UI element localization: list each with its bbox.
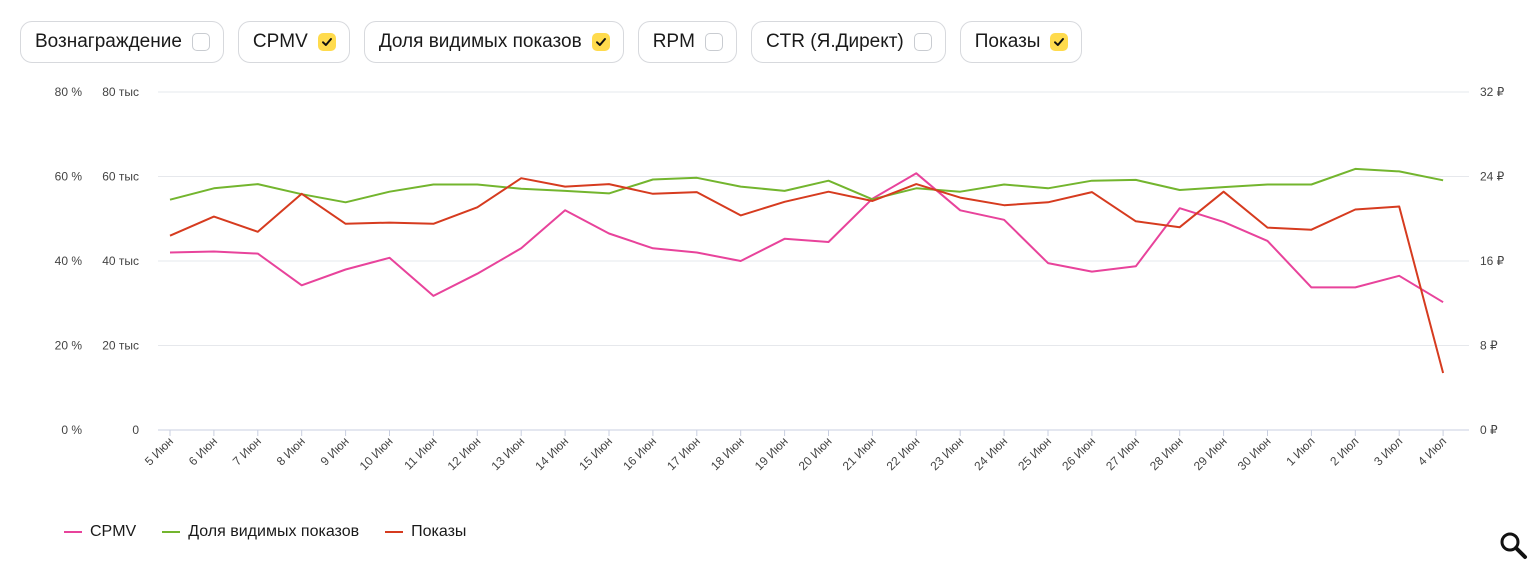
y-axis-ticks: 0 % 0 0 ₽ 20 % 20 тыс 8 ₽ 40 % 40 тыс 16 ₽ 60 % 60…	[55, 85, 1505, 437]
metric-toggle[interactable]: Показы	[959, 21, 1083, 63]
y-tick-label: 0 %	[61, 423, 82, 437]
x-tick-label: 9 Июн	[318, 434, 352, 468]
legend-item[interactable]: Доля видимых показов	[162, 523, 359, 541]
metric-toggle-label: CPMV	[252, 31, 308, 52]
legend-label: Доля видимых показов	[188, 523, 360, 540]
legend-swatch	[162, 531, 181, 533]
x-tick-label: 15 Июн	[576, 434, 615, 473]
x-tick-label: 22 Июн	[884, 434, 923, 473]
y-tick-label: 16 ₽	[1480, 254, 1505, 268]
x-tick-label: 5 Июн	[142, 434, 176, 468]
metric-toggle-label: RPM	[652, 31, 695, 52]
legend-label: CPMV	[90, 523, 137, 540]
y-tick-label: 0	[132, 423, 139, 437]
x-tick-label: 8 Июн	[274, 434, 308, 468]
metric-toggle-bar: Вознаграждение CPMV Доля видимых показов RP…	[20, 21, 1083, 63]
x-tick-label: 16 Июн	[620, 434, 659, 473]
legend-item[interactable]: CPMV	[64, 523, 136, 541]
checkbox-unchecked[interactable]	[191, 33, 210, 51]
series-line	[169, 177, 1445, 374]
y-tick-label: 24 ₽	[1480, 170, 1505, 184]
x-tick-label: 6 Июн	[186, 434, 220, 468]
x-tick-label: 21 Июн	[840, 434, 879, 473]
x-tick-label: 19 Июн	[752, 434, 791, 473]
checkbox-unchecked[interactable]	[913, 33, 932, 51]
y-tick-label: 8 ₽	[1480, 339, 1498, 353]
x-tick-label: 26 Июн	[1059, 434, 1098, 473]
checkmark-icon	[321, 38, 332, 46]
y-tick-label: 60 %	[55, 170, 83, 184]
metric-toggle-label: Вознаграждение	[35, 31, 182, 52]
legend-item[interactable]: Показы	[385, 523, 466, 541]
x-tick-label: 24 Июн	[971, 434, 1010, 473]
metric-toggle-label: Доля видимых показов	[378, 31, 582, 52]
metric-toggle[interactable]: CPMV	[237, 21, 350, 63]
checkmark-icon	[1054, 38, 1065, 46]
x-tick-label: 3 Июл	[1371, 434, 1405, 468]
legend-swatch	[385, 531, 404, 533]
magnifier-icon[interactable]	[1498, 530, 1528, 560]
metric-toggle[interactable]: Вознаграждение	[20, 21, 224, 63]
checkbox-unchecked[interactable]	[704, 33, 723, 51]
x-tick-label: 10 Июн	[357, 434, 396, 473]
chart-legend: CPMV Доля видимых показов Показы	[64, 523, 466, 541]
y-tick-label: 20 %	[55, 339, 83, 353]
y-tick-label: 40 тыс	[102, 254, 139, 268]
x-tick-label: 14 Июн	[532, 434, 571, 473]
x-tick-label: 29 Июн	[1191, 434, 1230, 473]
metric-toggle-label: CTR (Я.Директ)	[765, 31, 904, 52]
x-tick-label: 7 Июн	[230, 434, 264, 468]
series-line	[169, 172, 1444, 304]
y-tick-label: 80 %	[55, 85, 83, 99]
y-tick-label: 80 тыс	[102, 85, 139, 99]
x-tick-label: 28 Июн	[1147, 434, 1186, 473]
y-tick-label: 40 %	[55, 254, 83, 268]
line-chart: 0 % 0 0 ₽ 20 % 20 тыс 8 ₽ 40 % 40 тыс 16 ₽ 60 % 60…	[55, 85, 1505, 473]
x-tick-label: 17 Июн	[664, 434, 703, 473]
x-tick-label: 1 Июл	[1283, 434, 1317, 468]
metric-toggle[interactable]: CTR (Я.Директ)	[750, 21, 946, 63]
grid-lines	[158, 91, 1469, 431]
series-line	[169, 167, 1444, 204]
metric-toggle[interactable]: Доля видимых показов	[363, 21, 624, 63]
y-tick-label: 32 ₽	[1480, 85, 1505, 99]
x-tick-label: 2 Июл	[1327, 434, 1361, 468]
x-tick-label: 30 Июн	[1235, 434, 1274, 473]
metric-toggle-label: Показы	[974, 31, 1041, 52]
x-tick-label: 4 Июл	[1415, 434, 1449, 468]
metric-toggle[interactable]: RPM	[637, 21, 737, 63]
checkbox-checked[interactable]	[317, 33, 336, 51]
x-tick-label: 25 Июн	[1015, 434, 1054, 473]
x-tick-label: 13 Июн	[488, 434, 527, 473]
x-axis: 5 Июн 6 Июн 7 Июн 8 Июн 9 Июн 10 Июн 11 Июн 12 …	[142, 430, 1449, 473]
legend-label: Показы	[411, 523, 467, 540]
checkbox-checked[interactable]	[591, 33, 610, 51]
checkmark-icon	[595, 38, 606, 46]
checkbox-checked[interactable]	[1050, 33, 1069, 51]
x-tick-label: 11 Июн	[401, 434, 439, 472]
x-tick-label: 12 Июн	[445, 434, 484, 473]
series-lines	[169, 167, 1445, 374]
x-tick-label: 18 Июн	[708, 434, 747, 473]
x-tick-label: 20 Июн	[796, 434, 835, 473]
x-tick-label: 23 Июн	[927, 434, 966, 473]
x-tick-label: 27 Июн	[1103, 434, 1142, 473]
y-tick-label: 60 тыс	[102, 170, 139, 184]
y-tick-label: 0 ₽	[1480, 423, 1498, 437]
y-tick-label: 20 тыс	[102, 339, 139, 353]
legend-swatch	[64, 531, 82, 533]
